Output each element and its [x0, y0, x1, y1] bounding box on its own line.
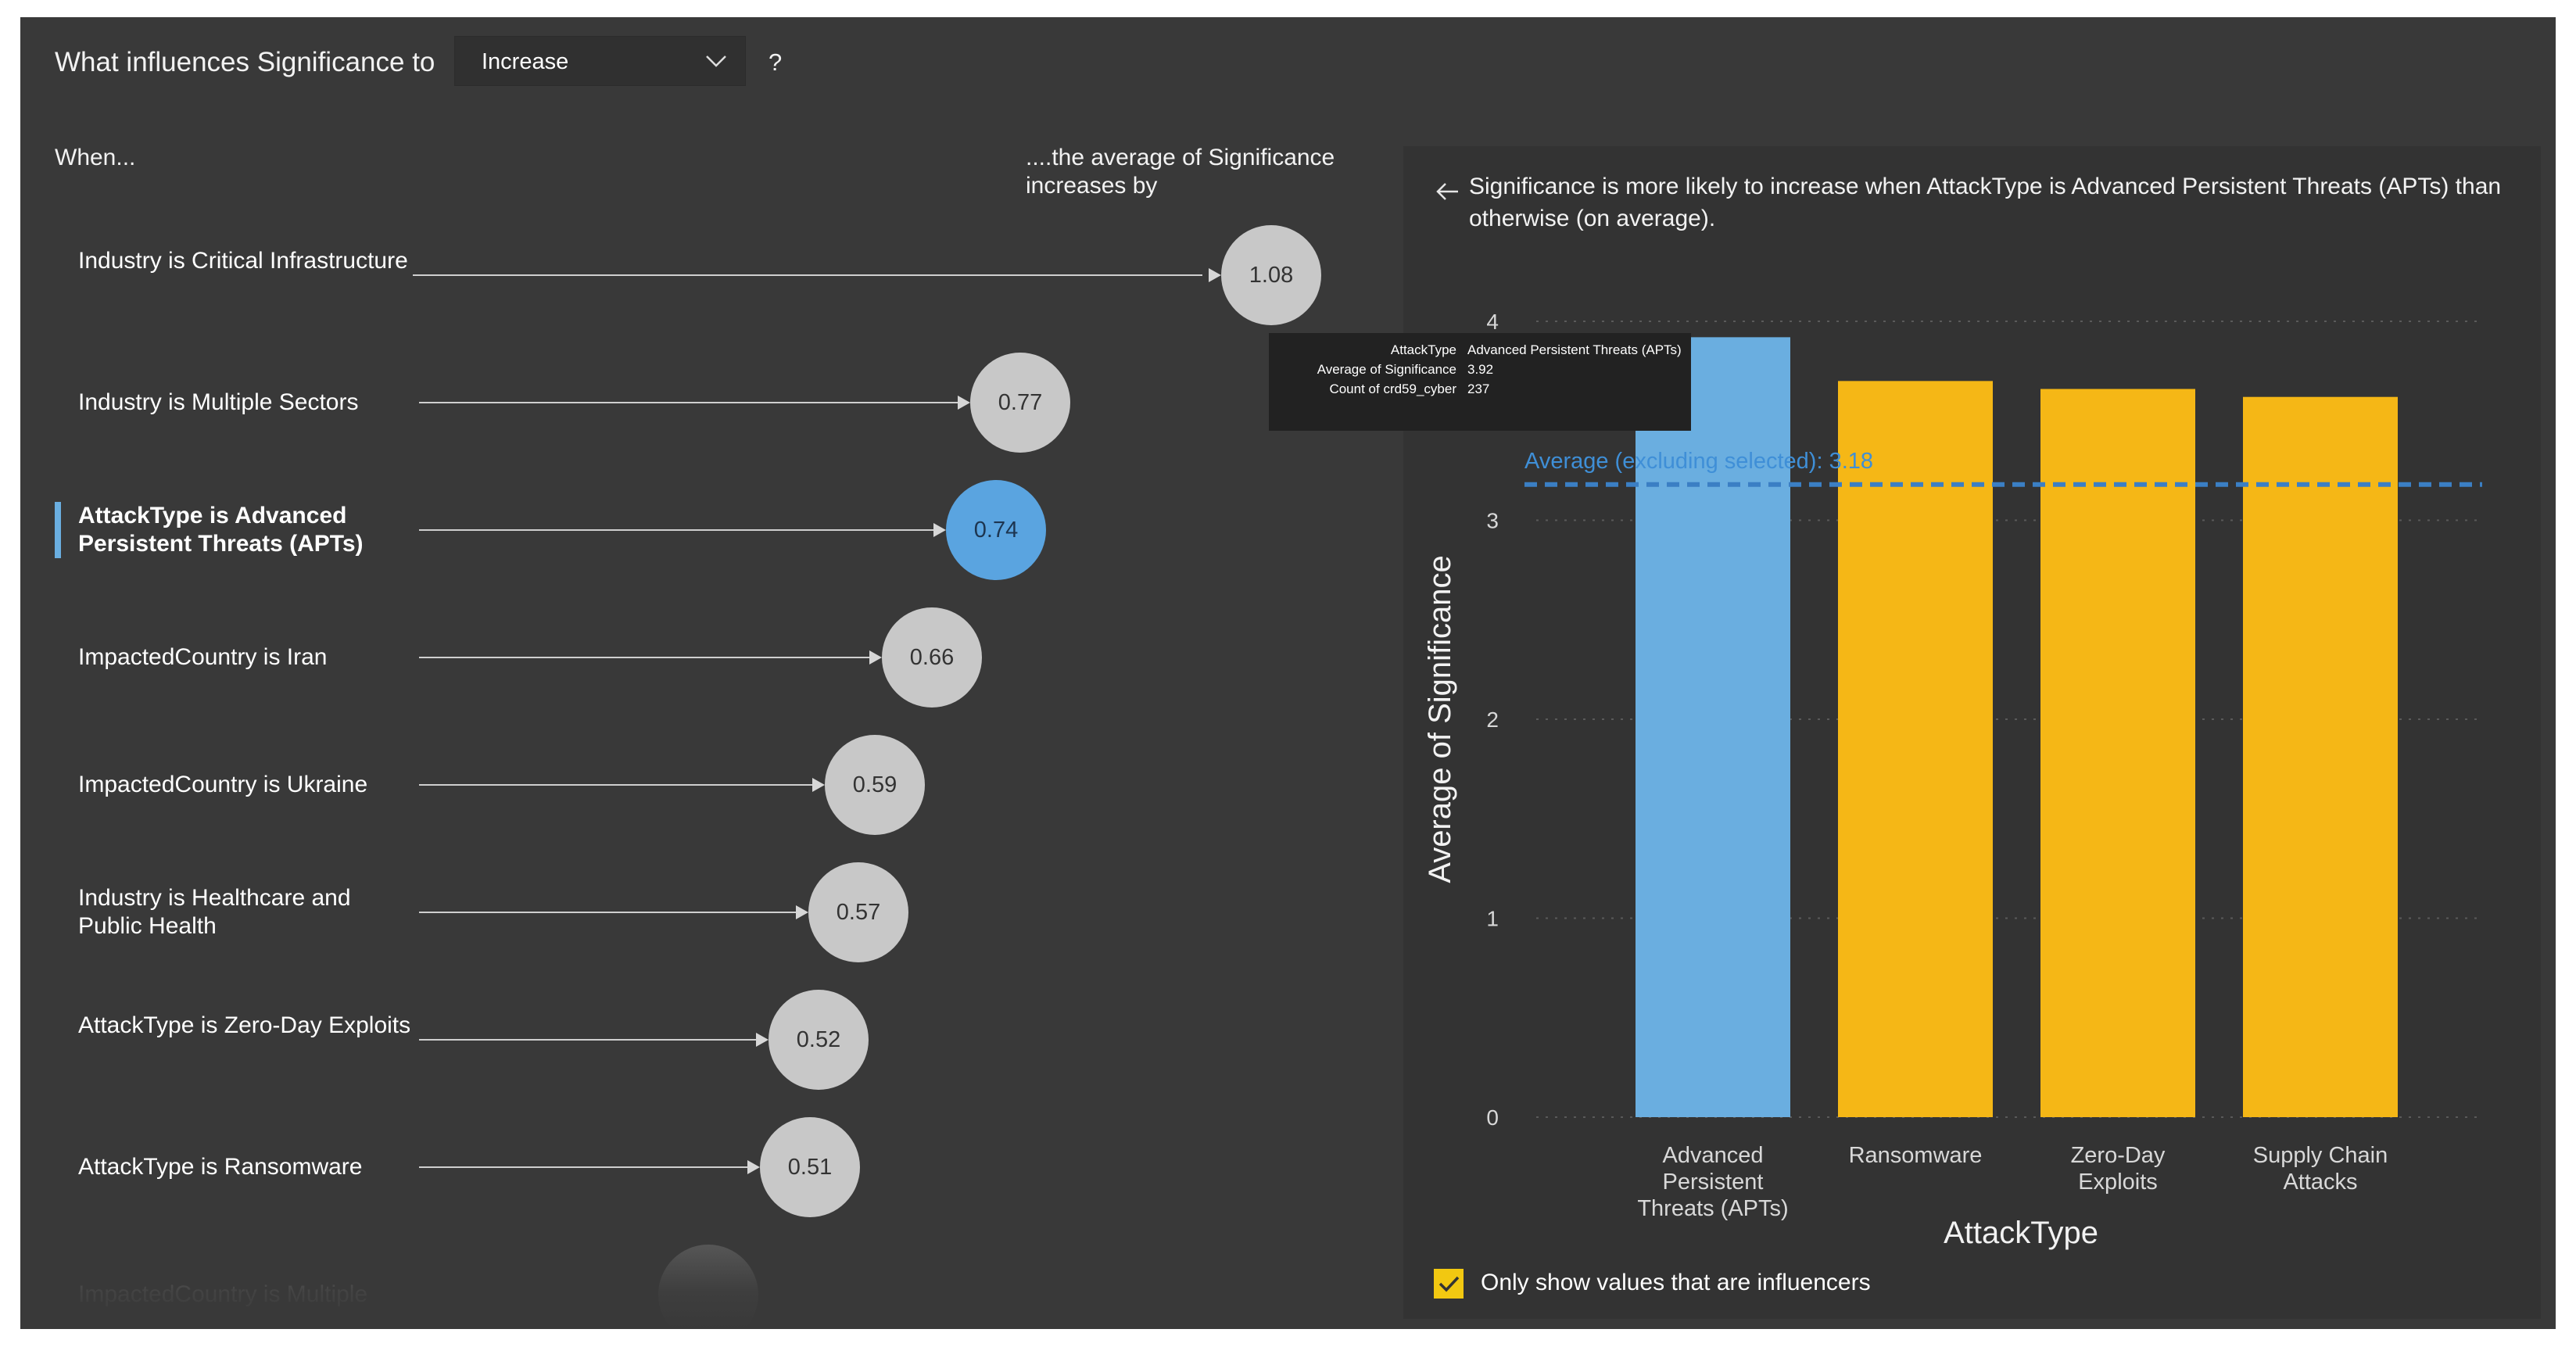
tooltip-value: 237: [1467, 382, 1490, 396]
y-tick-label: 1: [1486, 907, 1499, 931]
x-axis-title: AttackType: [1944, 1216, 2098, 1250]
chevron-down-icon: [706, 56, 726, 67]
influence-bubble[interactable]: 1.08: [1221, 225, 1321, 325]
x-tick-label: Zero-Day: [2071, 1143, 2166, 1168]
influencer-label[interactable]: Industry is Critical Infrastructure: [78, 248, 408, 274]
help-mark: ?: [769, 48, 783, 76]
bar[interactable]: [2040, 389, 2195, 1117]
arrow-head-icon: [747, 1160, 760, 1174]
influence-bubble[interactable]: 0.77: [970, 353, 1070, 453]
arrow-head-icon: [869, 650, 882, 665]
tooltip-value: Advanced Persistent Threats (APTs): [1467, 342, 1682, 357]
average-line-label: Average (excluding selected): 3.18: [1524, 449, 1873, 474]
influence-bubble[interactable]: 0.57: [808, 862, 908, 962]
arrow-head-icon: [812, 778, 825, 792]
influence-bubble[interactable]: 0.66: [882, 607, 982, 708]
influencer-label[interactable]: AttackType is Advanced Persistent Threat…: [78, 503, 364, 557]
influencer-label[interactable]: ImpactedCountry is Ukraine: [78, 772, 368, 797]
bar[interactable]: [1838, 381, 1993, 1118]
x-tick-label: Supply Chain: [2253, 1143, 2388, 1168]
influencer-label[interactable]: Industry is Multiple Sectors: [78, 389, 359, 415]
bar[interactable]: [2243, 396, 2398, 1117]
bar[interactable]: [1636, 337, 1790, 1117]
arrow-head-icon: [1209, 268, 1221, 282]
tooltip-value: 3.92: [1467, 362, 1494, 377]
dropdown-value: Increase: [482, 49, 569, 74]
influencer-connector: [419, 529, 933, 531]
x-tick-label: Persistent: [1663, 1170, 1764, 1195]
influencer-connector: [419, 402, 958, 403]
tooltip-key: Count of crd59_cyber: [1329, 382, 1456, 396]
influence-bubble[interactable]: 0.52: [769, 990, 869, 1090]
detail-description: Significance is more likely to increase …: [1469, 174, 2502, 231]
influencer-label[interactable]: AttackType is Zero-Day Exploits: [78, 1012, 411, 1038]
influencer-connector: [419, 784, 812, 786]
x-tick-label: Exploits: [2078, 1170, 2158, 1195]
influencer-connector: [419, 657, 869, 658]
outcome-dropdown[interactable]: Increase: [454, 36, 746, 86]
x-tick-label: Threats (APTs): [1637, 1196, 1788, 1221]
key-influencers-visual: What influences Significance to Increase…: [20, 17, 2556, 1329]
influence-bubble[interactable]: 0.59: [825, 735, 925, 835]
y-axis-title: Average of Significance: [1423, 555, 1457, 883]
influence-bubble[interactable]: 0.51: [760, 1117, 860, 1217]
influence-bubble[interactable]: 0.74: [946, 480, 1046, 580]
tooltip-background: [1269, 333, 1691, 431]
arrow-head-icon: [756, 1033, 769, 1047]
influencer-label[interactable]: Industry is Healthcare and Public Health: [78, 885, 351, 939]
influencer-connector: [419, 1039, 756, 1041]
increase-heading: ....the average of Significance increase…: [1026, 145, 1335, 199]
x-tick-label: Ransomware: [1849, 1143, 1983, 1168]
influencer-connector: [419, 1166, 747, 1168]
back-arrow-icon[interactable]: [1435, 180, 1461, 203]
y-tick-label: 3: [1486, 509, 1499, 533]
influencer-connector: [419, 912, 796, 913]
data-tooltip: AttackType Advanced Persistent Threats (A…: [1269, 333, 1691, 431]
arrow-head-icon: [796, 905, 808, 919]
y-tick-label: 4: [1486, 310, 1499, 334]
influencers-only-checkbox[interactable]: [1434, 1269, 1464, 1299]
arrow-head-icon: [933, 523, 946, 537]
tooltip-shape: [1269, 333, 1691, 431]
selected-indicator: [55, 502, 61, 558]
list-fade-overlay: [20, 1237, 1349, 1329]
influencer-label[interactable]: AttackType is Ransomware: [78, 1154, 363, 1180]
arrow-head-icon: [958, 396, 970, 410]
question-text: What influences Significance to: [55, 47, 435, 77]
tooltip-key: Average of Significance: [1317, 362, 1456, 377]
influencer-connector: [413, 274, 1202, 276]
influencer-label[interactable]: ImpactedCountry is Iran: [78, 644, 328, 670]
y-tick-label: 2: [1486, 708, 1499, 732]
y-tick-label: 0: [1486, 1105, 1499, 1130]
when-heading: When...: [55, 145, 136, 170]
influencers-only-label[interactable]: Only show values that are influencers: [1481, 1270, 1871, 1295]
tooltip-key: AttackType: [1390, 342, 1456, 357]
checkmark-icon: [1438, 1276, 1460, 1292]
x-tick-label: Attacks: [2283, 1170, 2357, 1195]
x-tick-label: Advanced: [1663, 1143, 1764, 1168]
